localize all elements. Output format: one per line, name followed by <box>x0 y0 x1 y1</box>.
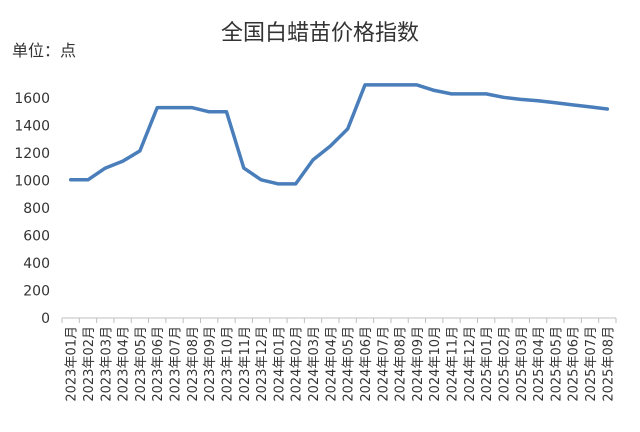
x-tick-label: 2023年08月 <box>186 326 201 402</box>
x-tick-label: 2024年02月 <box>290 326 305 402</box>
y-tick-label: 1200 <box>14 146 50 162</box>
x-tick-label: 2024年09月 <box>411 326 426 402</box>
x-tick-label: 2023年07月 <box>169 326 184 402</box>
x-tick-label: 2023年04月 <box>117 326 132 402</box>
x-tick-label: 2024年05月 <box>342 326 357 402</box>
y-tick-label: 1600 <box>14 91 50 107</box>
x-tick-label: 2023年10月 <box>220 326 235 402</box>
y-tick-label: 600 <box>23 229 50 245</box>
x-tick-label: 2025年01月 <box>480 326 495 402</box>
y-tick-label: 400 <box>23 256 50 272</box>
x-tick-label: 2025年03月 <box>515 326 530 402</box>
y-tick-label: 0 <box>41 311 50 327</box>
x-tick-label: 2023年03月 <box>99 326 114 402</box>
x-tick-label: 2025年05月 <box>549 326 564 402</box>
x-tick-label: 2025年08月 <box>601 326 616 402</box>
x-tick-label: 2024年08月 <box>394 326 409 402</box>
y-tick-label: 200 <box>23 284 50 300</box>
unit-label: 单位：点 <box>12 41 76 60</box>
x-tick-label: 2024年10月 <box>428 326 443 402</box>
x-tick-label: 2025年04月 <box>532 326 547 402</box>
x-tick-label: 2024年07月 <box>376 326 391 402</box>
chart-title: 全国白蜡苗价格指数 <box>221 21 419 46</box>
x-tick-label: 2023年02月 <box>82 326 97 402</box>
x-tick-label: 2023年01月 <box>65 326 80 402</box>
x-tick-label: 2025年06月 <box>567 326 582 402</box>
x-axis-ticks: 2023年01月 2023年02月 2023年03月 2023年04月 2023年05月… <box>61 318 617 402</box>
y-tick-label: 1400 <box>14 119 50 135</box>
series-group <box>68 83 610 186</box>
x-tick-label: 2023年09月 <box>203 326 218 402</box>
x-tick-label: 2023年05月 <box>134 326 149 402</box>
x-tick-label: 2024年11月 <box>446 326 461 402</box>
x-tick-label: 2024年01月 <box>272 326 287 402</box>
y-tick-label: 800 <box>23 201 50 217</box>
series-line <box>68 83 610 186</box>
x-tick-label: 2024年04月 <box>324 326 339 402</box>
x-tick-label: 2023年11月 <box>238 326 253 402</box>
y-tick-label: 1000 <box>14 174 50 190</box>
x-tick-label: 2023年12月 <box>255 326 270 402</box>
x-tick-label: 2025年02月 <box>497 326 512 402</box>
x-tick-label: 2024年03月 <box>307 326 322 402</box>
x-tick-label: 2024年12月 <box>463 326 478 402</box>
y-axis-ticks: 0 200 400 600 800 1000 1200 1400 1600 <box>14 91 50 327</box>
x-tick-label: 2023年06月 <box>151 326 166 402</box>
x-tick-label: 2025年07月 <box>584 326 599 402</box>
x-tick-label: 2024年06月 <box>359 326 374 402</box>
